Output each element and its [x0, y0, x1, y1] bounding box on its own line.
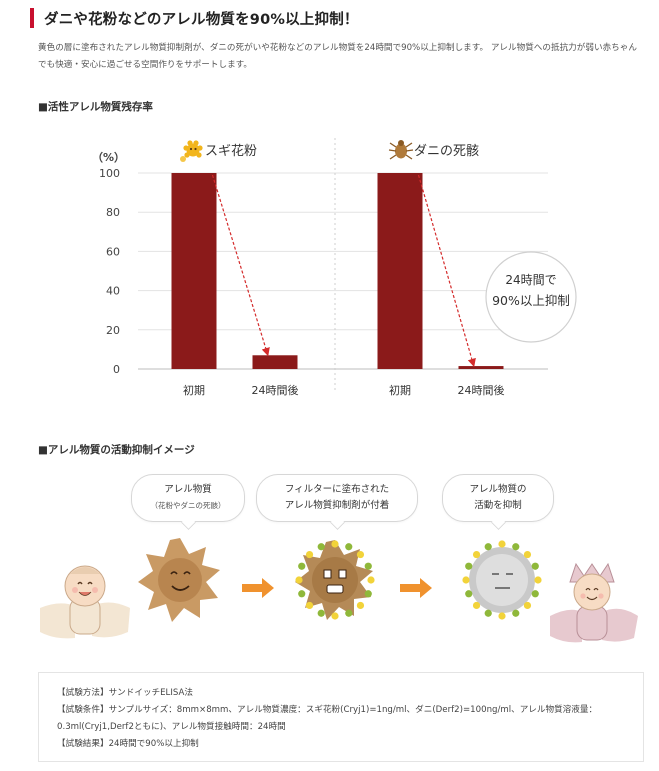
bubble-agent-line2: アレル物質抑制剤が付着 [284, 500, 390, 511]
allergen-suppression-illustration [40, 538, 638, 643]
coating-dot [295, 576, 303, 584]
bubble-allergen-subtitle: （花粉やダニの死骸） [150, 501, 226, 510]
coating-dot [498, 540, 506, 548]
coating-dot [364, 590, 372, 598]
test-method: 【試験方法】サンドイッチELISA法 [57, 688, 193, 698]
y-tick-label: 40 [106, 285, 120, 298]
speech-bubble-agent-attached: フィルターに塗布された アレル物質抑制剤が付着 [256, 474, 418, 522]
process-arrow-2 [400, 578, 432, 598]
y-axis: 0 20 40 60 80 100 [99, 167, 548, 376]
page-title: ダニや花粉などのアレル物質を90%以上抑制！ [44, 11, 359, 28]
y-tick-label: 100 [99, 167, 120, 180]
y-tick-label: 80 [106, 206, 120, 219]
chart-section-title: ■活性アレル物質残存率 [38, 101, 153, 113]
x-category-label: 24時間後 [252, 383, 299, 397]
lead-paragraph: 黄色の層に塗布されたアレル物質抑制剤が、ダニの死がいや花粉などのアレル物質を24… [38, 43, 637, 70]
bubble-agent-line1: フィルターに塗布された [284, 484, 390, 495]
coating-dot [498, 612, 506, 620]
bar-pollen-24h [252, 355, 298, 369]
page-header: ダニや花粉などのアレル物質を90%以上抑制！ [30, 8, 359, 28]
bubble-allergen-title: アレル物質 [164, 484, 212, 495]
x-category-label: 初期 [389, 383, 411, 397]
title-accent-bar [30, 8, 34, 28]
coating-dot [345, 543, 353, 551]
coating-dot [484, 543, 492, 551]
mite-icon [388, 140, 414, 160]
reduction-arrow [211, 174, 270, 357]
group-title-mite: ダニの死骸 [414, 144, 479, 159]
x-category-label: 24時間後 [458, 383, 505, 397]
coating-dot [356, 601, 365, 610]
bar-pollen-initial [171, 173, 217, 369]
coating-dot [512, 543, 520, 551]
test-result: 【試験結果】24時間で90%以上抑制 [57, 739, 199, 749]
chart-bars [171, 173, 504, 369]
process-arrow-1 [242, 578, 274, 598]
coating-dot [298, 562, 306, 570]
coated-allergen-particle [295, 540, 375, 620]
baby-illustration-right [550, 562, 638, 643]
test-conditions: 【試験条件】サンプルサイズ：8mm×8mm、アレル物質濃度：スギ花粉(Cryj1… [57, 705, 598, 732]
coating-dot [364, 562, 372, 570]
y-tick-label: 0 [113, 363, 120, 376]
annotation-line1: 24時間で [505, 273, 556, 287]
coating-dot [305, 601, 314, 610]
coating-dot [484, 609, 492, 617]
coating-dot [512, 609, 520, 617]
reduction-arrows [211, 174, 476, 368]
bar-mite-24h [458, 366, 504, 369]
y-tick-label: 20 [106, 324, 120, 337]
test-conditions-box: 【試験方法】サンドイッチELISA法 【試験条件】サンプルサイズ：8mm×8mm… [38, 672, 644, 762]
coating-dot [472, 550, 481, 559]
x-category-label: 初期 [183, 383, 205, 397]
speech-bubble-suppressed: アレル物質の 活動を抑制 [442, 474, 554, 522]
group-title-pollen: スギ花粉 [205, 143, 257, 159]
annotation-line2: 90%以上抑制 [492, 293, 570, 308]
coating-dot [534, 576, 542, 584]
coating-dot [356, 550, 365, 559]
coating-dot [465, 562, 473, 570]
coating-dot [531, 590, 539, 598]
pollen-icon [180, 140, 203, 162]
coating-dot [317, 609, 325, 617]
chart-labels: 初期 24時間後 初期 24時間後 [183, 383, 505, 397]
coating-dot [472, 601, 481, 610]
coating-dot [345, 609, 353, 617]
y-tick-label: 60 [106, 245, 120, 258]
reduction-arrow [417, 174, 476, 368]
allergen-residual-chart: 0 20 40 60 80 100 初期 24時間後 初期 24時間後 スギ花粉 ダニの死骸 （… [92, 138, 577, 397]
coating-dot [317, 543, 325, 551]
coating-dot [305, 550, 314, 559]
coating-dot [331, 540, 339, 548]
allergen-particle [138, 538, 220, 622]
coating-dot [462, 576, 470, 584]
reduction-annotation-badge: 24時間で 90%以上抑制 [485, 251, 577, 343]
bubble-suppressed-line2: 活動を抑制 [474, 500, 522, 511]
coating-dot [531, 562, 539, 570]
coating-dot [367, 576, 375, 584]
coating-dot [523, 601, 532, 610]
coating-dot [298, 590, 306, 598]
coating-dot [523, 550, 532, 559]
coating-dot [465, 590, 473, 598]
bubble-suppressed-line1: アレル物質の [469, 484, 527, 495]
y-axis-unit: （%） [92, 151, 125, 164]
illustration-section-title: ■アレル物質の活動抑制イメージ [38, 444, 195, 456]
baby-illustration-left [40, 565, 130, 639]
suppressed-allergen-particle [462, 540, 542, 620]
speech-bubble-allergen: アレル物質 （花粉やダニの死骸） [131, 474, 245, 522]
bar-mite-initial [377, 173, 423, 369]
coating-dot [331, 612, 339, 620]
